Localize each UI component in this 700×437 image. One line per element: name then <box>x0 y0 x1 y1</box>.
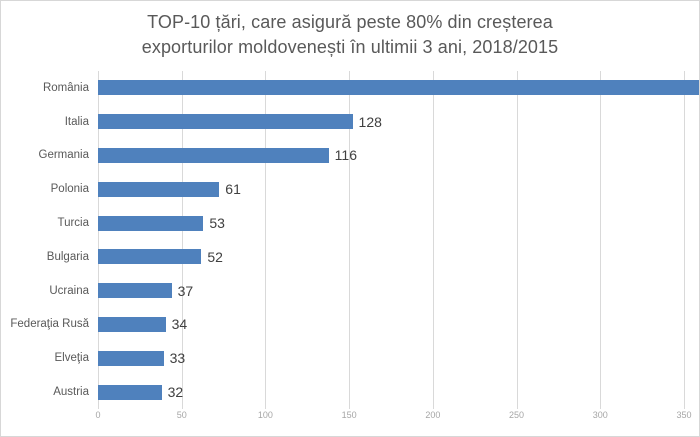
gridline <box>516 71 518 409</box>
category-label: Germania <box>38 149 90 162</box>
gridline <box>684 71 685 409</box>
bar-row: 332 <box>98 71 699 105</box>
bar-row: 34 <box>98 308 699 342</box>
gridline <box>600 71 602 409</box>
x-tick-label: 150 <box>341 410 357 420</box>
bar <box>98 215 204 231</box>
bar-row: 33 <box>98 341 699 375</box>
category-label: Federaţia Rusă <box>10 318 89 331</box>
bar-row: 128 <box>98 105 699 139</box>
value-label: 52 <box>207 248 223 265</box>
x-tick-label: 0 <box>95 410 101 420</box>
x-tick-label: 50 <box>176 410 187 420</box>
bar <box>98 249 202 265</box>
chart-title-line2: exporturilor moldovenești în ultimii 3 a… <box>141 37 559 57</box>
bar <box>98 350 164 366</box>
gridline <box>265 71 267 409</box>
value-label: 37 <box>177 282 194 299</box>
bar-row: 61 <box>98 172 699 206</box>
x-tick-label: 300 <box>592 410 608 420</box>
bar <box>98 283 172 299</box>
category-axis: România Italia Germania Polonia Turcia Bulgar… <box>1 71 89 409</box>
category-label: Austria <box>53 386 89 399</box>
chart-title: TOP-10 țări, care asigură peste 80% din … <box>1 10 699 60</box>
gridline <box>432 71 434 409</box>
bar <box>98 384 162 400</box>
category-label: Elveţia <box>54 352 89 365</box>
value-label: 53 <box>209 215 225 232</box>
value-label: 34 <box>171 316 188 333</box>
bar-row: 52 <box>98 240 699 274</box>
value-label: 116 <box>334 147 357 164</box>
chart-title-line1: TOP-10 țări, care asigură peste 80% din … <box>147 12 553 32</box>
x-tick-label: 100 <box>257 410 273 420</box>
value-label: 61 <box>225 181 241 198</box>
category-label: Polonia <box>50 183 89 196</box>
category-label: România <box>42 81 89 94</box>
x-axis: 0 50 100 150 200 250 300 350 <box>95 408 691 424</box>
x-tick-label: 350 <box>676 410 692 420</box>
value-label: 32 <box>167 384 184 401</box>
x-tick-label: 200 <box>425 410 441 420</box>
bar <box>98 80 699 96</box>
category-label: Italia <box>64 115 89 128</box>
gridline <box>98 71 99 409</box>
x-tick-label: 250 <box>509 410 525 420</box>
gridline <box>349 71 351 409</box>
category-label: Turcia <box>57 217 89 230</box>
bar <box>98 181 220 197</box>
value-label: 128 <box>358 113 382 130</box>
gridline <box>181 71 183 409</box>
bar-row: 116 <box>98 139 699 173</box>
bar <box>98 316 166 332</box>
bar <box>98 147 329 163</box>
bar <box>98 114 353 130</box>
value-label: 33 <box>169 350 186 367</box>
category-label: Bulgaria <box>46 250 89 263</box>
bar-row: 53 <box>98 206 699 240</box>
bar-row: 32 <box>98 375 699 409</box>
category-label: Ucraina <box>49 284 89 297</box>
bar-row: 37 <box>98 274 699 308</box>
